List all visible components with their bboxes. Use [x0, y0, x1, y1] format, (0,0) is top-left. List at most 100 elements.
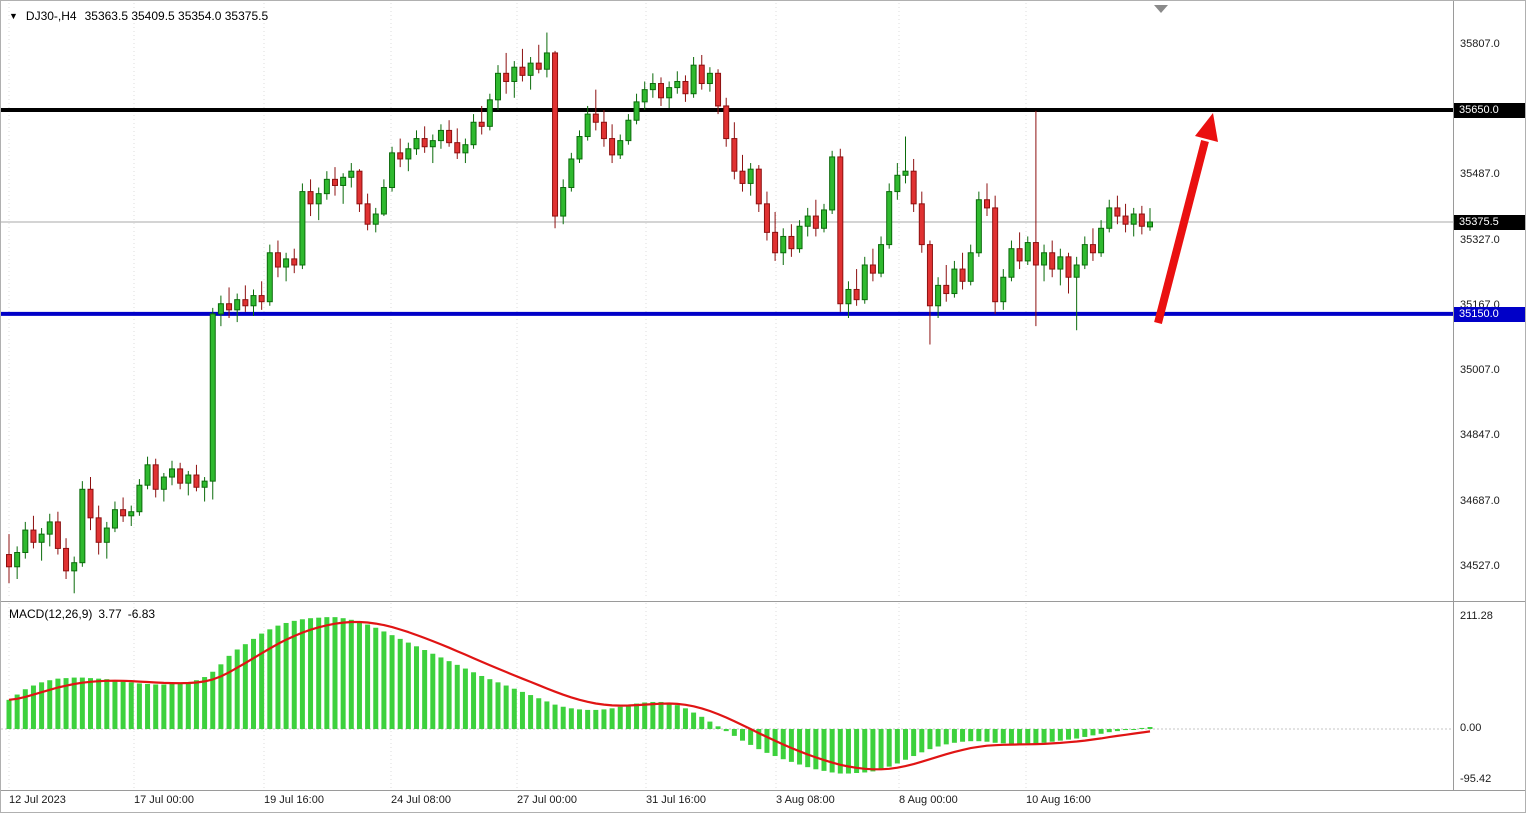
price-tick-label: 35007.0: [1460, 364, 1500, 377]
macd-bar: [1041, 729, 1047, 743]
macd-bar: [511, 688, 517, 729]
candle-body: [568, 158, 575, 189]
macd-main-value: 3.77: [98, 607, 122, 621]
candle-body: [837, 156, 844, 305]
candle: [600, 110, 607, 147]
candle-body: [234, 299, 241, 311]
ohlc-readout: 35363.5 35409.5 35354.0 35375.5: [84, 9, 269, 23]
macd-bar: [503, 685, 509, 729]
candle: [1065, 252, 1072, 294]
macd-bar: [422, 650, 428, 729]
candle-body: [641, 89, 648, 103]
candle-body: [226, 303, 233, 311]
candle-body: [959, 268, 966, 282]
candle-body: [160, 476, 167, 490]
candle: [674, 71, 681, 94]
candle-body: [274, 252, 281, 268]
candle: [95, 505, 102, 555]
candle: [177, 462, 184, 490]
candle: [226, 287, 233, 319]
macd-bar: [136, 683, 142, 729]
macd-bar: [886, 729, 892, 767]
candle: [1130, 207, 1137, 237]
candle: [217, 295, 224, 327]
macd-bar: [47, 680, 53, 729]
macd-bar: [39, 682, 45, 729]
macd-bar: [79, 677, 85, 729]
macd-bar: [1049, 729, 1055, 742]
candle: [584, 105, 591, 141]
macd-bar: [63, 678, 69, 729]
macd-bar: [71, 677, 77, 729]
candle: [975, 191, 982, 257]
macd-bar: [984, 729, 990, 742]
macd-bar: [259, 633, 265, 729]
macd-bar: [642, 702, 648, 729]
candle: [609, 124, 616, 164]
candle-body: [315, 193, 322, 205]
macd-bar: [389, 635, 395, 729]
time-tick-label: 27 Jul 00:00: [517, 794, 577, 806]
macd-bar: [120, 681, 126, 729]
candle-body: [340, 176, 347, 186]
candle: [723, 97, 730, 147]
macd-bar: [740, 729, 745, 741]
candle: [804, 207, 811, 237]
macd-bar: [650, 701, 656, 729]
candle-body: [1114, 207, 1121, 217]
candle-body: [926, 244, 933, 307]
candle-body: [943, 284, 950, 295]
time-axis: 12 Jul 2023 17 Jul 00:00 19 Jul 16:00 24 Ju…: [1, 792, 1525, 812]
candle: [715, 69, 722, 115]
macd-bar: [299, 619, 305, 729]
candle: [1106, 199, 1113, 233]
macd-bar: [414, 646, 419, 729]
macd-bar: [1147, 727, 1153, 729]
macd-bar: [723, 729, 729, 732]
candle-body: [992, 207, 999, 303]
candle-body: [1016, 248, 1023, 262]
macd-bar: [161, 684, 167, 729]
candle-body: [592, 113, 599, 123]
macd-bar: [340, 618, 346, 729]
candle: [372, 207, 379, 233]
candle-body: [780, 235, 787, 254]
candle-body: [258, 295, 265, 303]
candle-body: [519, 66, 526, 76]
symbol-timeframe: DJ30-,H4: [25, 9, 77, 23]
candle-body: [38, 533, 45, 543]
macd-bar: [487, 679, 493, 729]
candle: [951, 260, 958, 298]
candle-body: [169, 468, 175, 478]
macd-bar: [1066, 729, 1071, 740]
candle-body: [633, 101, 640, 121]
macd-indicator-label: MACD(12,26,9) 3.77 -6.83: [9, 607, 155, 621]
candle-body: [185, 474, 192, 484]
macd-bar: [625, 705, 631, 729]
candle: [201, 477, 208, 502]
macd-bar: [1017, 729, 1023, 744]
candle: [46, 513, 53, 547]
price-axis: 35807.0 35487.0 35327.0 35167.0 35007.0 34847…: [1453, 1, 1525, 791]
candle-body: [935, 284, 942, 307]
candle: [356, 169, 363, 212]
candle: [299, 183, 306, 270]
macd-bar: [1090, 729, 1096, 736]
candle-body: [1008, 248, 1015, 278]
chart-canvas[interactable]: [1, 1, 1526, 791]
candle: [103, 521, 110, 559]
macd-bar: [226, 655, 232, 729]
candle-body: [910, 170, 917, 205]
candle-body: [527, 62, 534, 76]
candle-body: [291, 258, 298, 266]
candle: [470, 114, 477, 149]
candle-body: [332, 178, 338, 186]
macd-bar: [691, 712, 697, 729]
candle-body: [975, 199, 982, 254]
candle-body: [1130, 213, 1137, 225]
candle: [1057, 248, 1064, 286]
candle-body: [144, 464, 151, 486]
macd-bar: [617, 706, 623, 729]
candle: [617, 134, 624, 159]
macd-bar: [251, 638, 256, 729]
